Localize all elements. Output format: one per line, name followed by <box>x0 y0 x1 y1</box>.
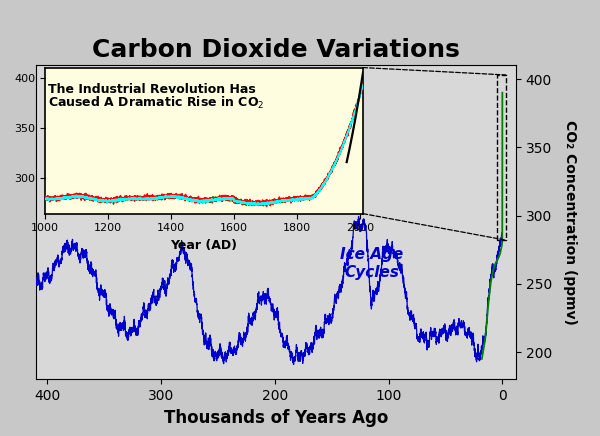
Text: Ice Age
Cycles: Ice Age Cycles <box>340 247 403 279</box>
Y-axis label: CO₂ Concentration (ppmv): CO₂ Concentration (ppmv) <box>563 120 577 325</box>
Text: Caused A Dramatic Rise in CO$_2$: Caused A Dramatic Rise in CO$_2$ <box>48 95 265 111</box>
X-axis label: Year (AD): Year (AD) <box>170 239 238 252</box>
X-axis label: Thousands of Years Ago: Thousands of Years Ago <box>164 409 388 426</box>
Title: Carbon Dioxide Variations: Carbon Dioxide Variations <box>92 38 460 62</box>
Text: The Industrial Revolution Has: The Industrial Revolution Has <box>48 83 256 95</box>
